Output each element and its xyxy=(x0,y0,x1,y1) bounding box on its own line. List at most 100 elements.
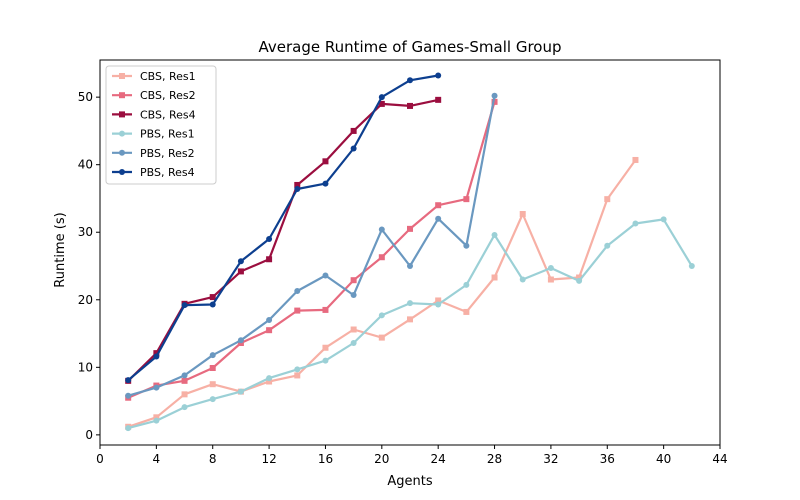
legend-box xyxy=(105,65,217,185)
x-tick-label: 4 xyxy=(153,452,161,466)
data-point xyxy=(688,263,695,270)
data-point xyxy=(407,263,413,270)
data-point xyxy=(266,327,273,334)
data-point xyxy=(322,344,329,351)
legend-label: PBS, Res2 xyxy=(140,147,195,160)
data-point xyxy=(125,425,132,432)
data-point xyxy=(237,258,244,265)
data-point xyxy=(435,72,442,79)
data-point xyxy=(435,215,442,222)
chart-title: Average Runtime of Games-Small Group xyxy=(259,38,562,56)
data-point xyxy=(209,301,216,308)
data-point xyxy=(378,100,385,107)
data-point xyxy=(463,308,470,315)
data-point xyxy=(378,312,385,319)
data-point xyxy=(378,334,385,341)
x-tick-label: 8 xyxy=(209,452,217,466)
legend-item: CBS, Res1 xyxy=(112,70,196,83)
y-axis-ticks: 0 10 20 30 40 50 xyxy=(78,90,100,442)
y-tick-label: 30 xyxy=(78,225,93,239)
x-tick-label: 24 xyxy=(431,452,446,466)
data-point xyxy=(181,404,188,411)
data-point xyxy=(153,350,160,357)
legend-item: CBS, Res2 xyxy=(112,89,196,102)
data-point xyxy=(209,352,216,359)
data-point xyxy=(322,272,329,279)
data-point xyxy=(153,353,160,360)
y-tick-label: 50 xyxy=(78,90,93,104)
series-line xyxy=(127,159,637,428)
data-point xyxy=(547,276,554,283)
data-point xyxy=(294,288,301,294)
data-point xyxy=(491,274,498,281)
legend-label: CBS, Res1 xyxy=(140,70,196,83)
data-point xyxy=(209,365,216,371)
data-point xyxy=(378,226,385,233)
series-6 xyxy=(125,72,442,384)
legend-marker xyxy=(119,169,125,175)
data-point xyxy=(576,274,583,281)
legend-marker xyxy=(119,130,125,137)
data-point xyxy=(209,294,216,301)
data-point xyxy=(435,202,442,209)
data-point xyxy=(322,357,329,364)
data-point xyxy=(350,277,357,284)
data-point xyxy=(322,158,329,165)
data-point xyxy=(576,277,583,284)
legend: CBS, Res1 CBS, Res2 CBS, Res4 PBS, Res1 PBS,… xyxy=(105,65,217,185)
data-point xyxy=(350,326,357,333)
data-point xyxy=(463,242,470,249)
data-point xyxy=(125,392,132,399)
data-point xyxy=(378,254,385,261)
series-line xyxy=(127,101,496,399)
data-point xyxy=(407,300,413,307)
y-tick-label: 10 xyxy=(78,360,93,374)
data-point xyxy=(294,372,301,379)
x-axis-label: Agents xyxy=(387,474,432,489)
data-point xyxy=(181,372,188,379)
data-point xyxy=(266,378,273,385)
data-point xyxy=(435,301,442,308)
data-point xyxy=(491,98,498,105)
data-point xyxy=(237,388,244,395)
data-point xyxy=(322,180,329,187)
data-point xyxy=(407,225,413,232)
data-point xyxy=(181,302,188,309)
data-point xyxy=(463,196,470,203)
legend-label: PBS, Res1 xyxy=(140,128,195,141)
x-tick-label: 40 xyxy=(656,452,671,466)
data-point xyxy=(350,292,357,299)
data-point xyxy=(153,384,160,391)
data-point xyxy=(378,94,385,101)
data-point xyxy=(266,375,273,382)
data-point xyxy=(632,156,639,163)
data-point xyxy=(294,181,301,188)
data-point xyxy=(407,102,413,109)
data-point xyxy=(632,220,639,227)
data-point xyxy=(660,216,667,223)
x-tick-label: 16 xyxy=(318,452,333,466)
data-point xyxy=(266,317,273,324)
legend-marker xyxy=(119,111,125,118)
data-point xyxy=(294,186,301,193)
data-point xyxy=(350,145,357,152)
data-point xyxy=(547,265,554,272)
x-tick-label: 12 xyxy=(261,452,276,466)
x-tick-label: 0 xyxy=(96,452,104,466)
y-axis-label: Runtime (s) xyxy=(53,212,68,287)
data-point xyxy=(350,340,357,347)
data-point xyxy=(294,366,301,373)
series-line xyxy=(127,74,439,382)
data-point xyxy=(266,235,273,242)
legend-item: PBS, Res4 xyxy=(112,166,195,179)
data-point xyxy=(491,92,498,99)
data-point xyxy=(463,281,470,288)
series-5 xyxy=(125,92,498,399)
series-4 xyxy=(125,216,695,432)
data-point xyxy=(604,196,611,203)
x-axis-ticks: 0 4 8 12 16 20 24 28 32 36 40 44 xyxy=(96,445,728,466)
legend-marker xyxy=(119,149,125,156)
data-point xyxy=(181,377,188,384)
data-point xyxy=(266,256,273,263)
